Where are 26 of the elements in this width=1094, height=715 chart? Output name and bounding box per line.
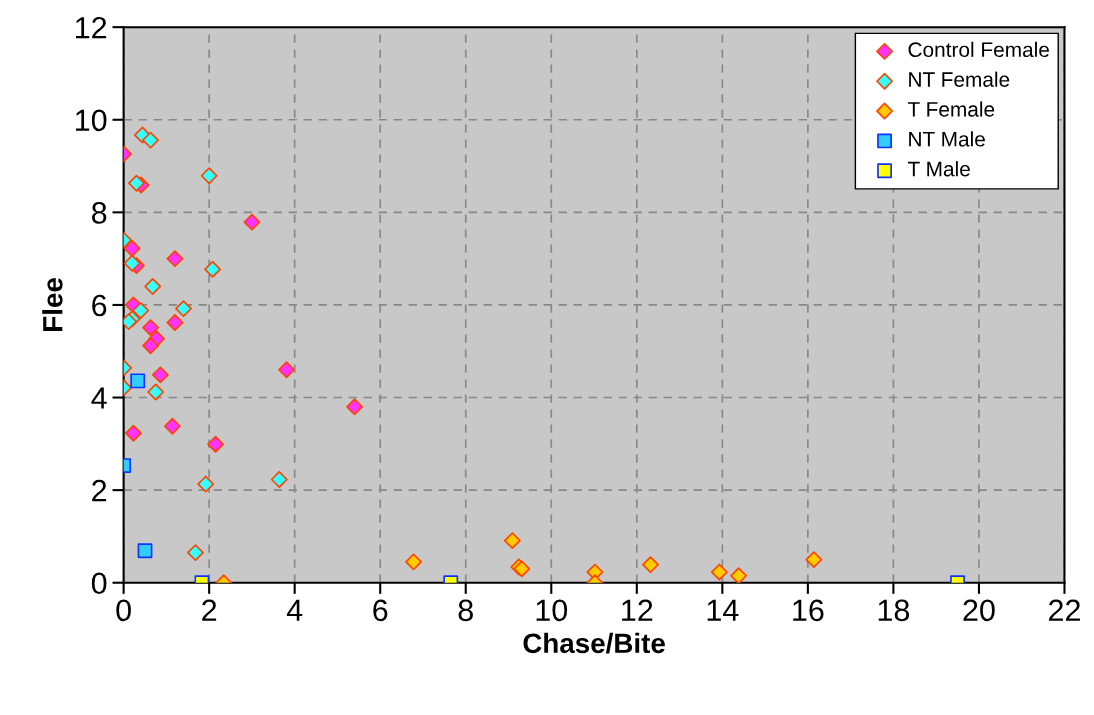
x-tick-label: 10 xyxy=(536,599,568,622)
x-tick-label: 16 xyxy=(793,599,824,622)
x-tick-label: 12 xyxy=(622,599,653,621)
legend-label: T Female xyxy=(907,101,995,117)
legend-label: NT Female xyxy=(909,71,1010,87)
y-tick-label: 2 xyxy=(92,479,107,502)
y-tick-label: 4 xyxy=(91,387,107,409)
legend-label: NT Male xyxy=(909,131,985,147)
x-tick-label: 8 xyxy=(458,599,473,622)
x-tick-label: 2 xyxy=(202,599,217,621)
y-tick-label: 0 xyxy=(91,572,107,595)
x-tick-label: 14 xyxy=(707,599,739,621)
y-tick-label: 8 xyxy=(91,202,107,224)
y-tick-label: 12 xyxy=(76,16,107,39)
x-tick-label: 22 xyxy=(1049,599,1080,621)
x-axis-title: Chase/Bite xyxy=(523,632,665,654)
legend-label: T Male xyxy=(907,161,970,177)
x-tick-label: 0 xyxy=(116,599,131,622)
x-tick-label: 18 xyxy=(878,599,910,622)
legend-label: Control Female xyxy=(908,41,1049,58)
x-tick-label: 6 xyxy=(373,599,388,622)
x-tick-label: 4 xyxy=(286,599,303,621)
y-axis-title: Flee xyxy=(42,278,63,331)
x-tick-label: 20 xyxy=(963,599,995,622)
y-tick-label: 10 xyxy=(76,109,107,132)
y-tick-label: 6 xyxy=(92,294,107,317)
